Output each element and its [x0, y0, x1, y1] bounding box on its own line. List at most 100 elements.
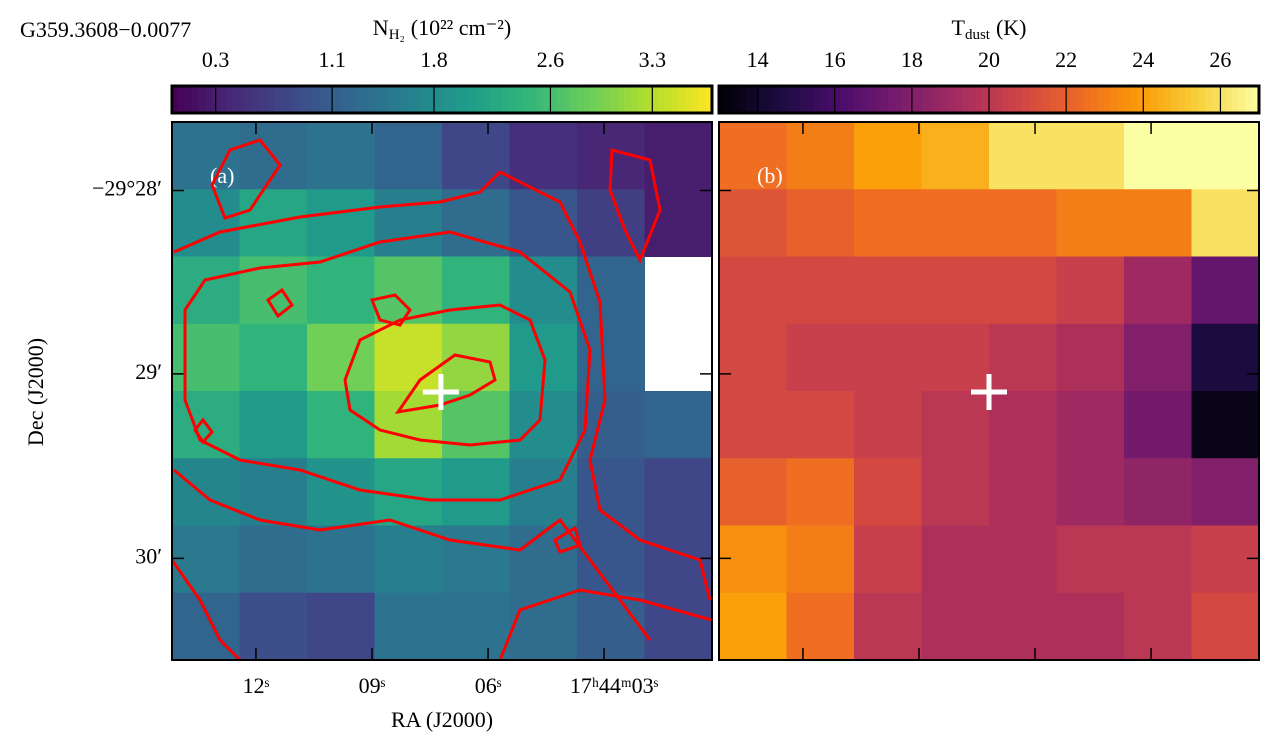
- contour: [193, 417, 214, 445]
- colorbar-segment: [583, 86, 591, 113]
- pixel: [719, 592, 787, 661]
- pixel: [921, 391, 990, 459]
- pixel: [719, 323, 787, 392]
- pixel: [644, 525, 713, 594]
- colorbar-segment: [1130, 86, 1138, 113]
- pixel: [921, 323, 990, 392]
- pixel: [1124, 458, 1192, 526]
- pixel: [307, 391, 375, 459]
- colorbar-segment: [624, 86, 632, 113]
- colorbar-label: NH₂ (10²² cm⁻²): [373, 15, 511, 43]
- colorbar-segment: [881, 86, 889, 113]
- colorbar-segment: [685, 86, 693, 113]
- pixel: [921, 189, 990, 257]
- colorbar-segment: [779, 86, 787, 113]
- pixel: [239, 391, 308, 459]
- pixel: [1056, 122, 1125, 190]
- pixel: [854, 122, 922, 190]
- pixel: [989, 256, 1057, 325]
- pixel: [577, 458, 645, 526]
- pixel: [854, 189, 922, 257]
- colorbar-segment: [1076, 86, 1084, 113]
- x-tick-label: 09ˢ: [359, 673, 386, 698]
- colorbar-segment: [334, 86, 342, 113]
- pixel: [172, 122, 240, 190]
- pixel: [1056, 323, 1125, 392]
- colorbar-tick-label: 20: [978, 47, 1000, 72]
- pixel: [719, 189, 787, 257]
- pixel: [172, 323, 240, 392]
- pixel: [989, 458, 1057, 526]
- pixel: [854, 458, 922, 526]
- colorbar-segment: [1171, 86, 1179, 113]
- pixel: [172, 189, 240, 257]
- colorbar-segment: [361, 86, 369, 113]
- pixel: [644, 122, 713, 190]
- label-unit: (K): [996, 15, 1027, 40]
- pixel: [1124, 189, 1192, 257]
- colorbar-segment: [1022, 86, 1030, 113]
- y-tick-label: 30′: [135, 543, 162, 568]
- pixel: [442, 256, 510, 325]
- pixel: [577, 391, 645, 459]
- colorbar-segment: [637, 86, 645, 113]
- colorbar-segment: [1036, 86, 1044, 113]
- colorbar-segment: [307, 86, 315, 113]
- pixel: [921, 256, 990, 325]
- colorbar-segment: [840, 86, 848, 113]
- colorbar-segment: [698, 86, 706, 113]
- contour: [172, 559, 242, 660]
- colorbar-tick-label: 1.1: [318, 47, 346, 72]
- pixel: [239, 323, 308, 392]
- colorbar-segment: [367, 86, 375, 113]
- colorbar-segment: [806, 86, 814, 113]
- pixel: [307, 525, 375, 594]
- y-tick-label: −29°28′: [92, 176, 162, 201]
- colorbar-tick-label: 18: [901, 47, 923, 72]
- colorbar-segment: [543, 86, 551, 113]
- colorbar-segment: [894, 86, 902, 113]
- colorbar-segment: [610, 86, 618, 113]
- colorbar-segment: [1043, 86, 1051, 113]
- colorbar-tick-label: 14: [747, 47, 769, 72]
- pixel: [644, 391, 713, 459]
- colorbar-segment: [1002, 86, 1010, 113]
- pixel: [921, 592, 990, 661]
- x-tick-label: 06ˢ: [475, 673, 502, 698]
- colorbar-segment: [550, 86, 558, 113]
- pixel: [786, 323, 855, 392]
- pixel: [307, 256, 375, 325]
- colorbar-segment: [185, 86, 193, 113]
- panel-frame: [718, 121, 1260, 661]
- contour: [343, 303, 547, 447]
- pixel: [307, 323, 375, 392]
- colorbar-segment: [1191, 86, 1199, 113]
- colorbar-segment: [502, 86, 510, 113]
- pixel: [1056, 525, 1125, 594]
- colorbar-segment: [388, 86, 396, 113]
- colorbar-segment: [178, 86, 186, 113]
- colorbar-segment: [914, 86, 922, 113]
- pixel: [1124, 323, 1192, 392]
- colorbar-segment: [408, 86, 416, 113]
- pixel: [854, 256, 922, 325]
- pixel: [1056, 189, 1125, 257]
- pixel: [989, 391, 1057, 459]
- colorbar-segment: [617, 86, 625, 113]
- colorbar-tick-label: 3.3: [639, 47, 667, 72]
- colorbar-segment: [415, 86, 423, 113]
- colorbar-segment: [664, 86, 672, 113]
- pixel: [786, 525, 855, 594]
- pixel: [989, 122, 1057, 190]
- colorbar-tick-label: 22: [1055, 47, 1077, 72]
- pixel: [509, 592, 578, 661]
- colorbar-segment: [428, 86, 436, 113]
- colorbar-segment: [746, 86, 754, 113]
- colorbar-segment: [313, 86, 321, 113]
- colorbar-tick-label: 2.6: [537, 47, 565, 72]
- source-marker: [422, 374, 459, 410]
- colorbar-segment: [475, 86, 483, 113]
- pixel: [509, 189, 578, 257]
- colorbar-segment: [658, 86, 666, 113]
- colorbar-segment: [793, 86, 801, 113]
